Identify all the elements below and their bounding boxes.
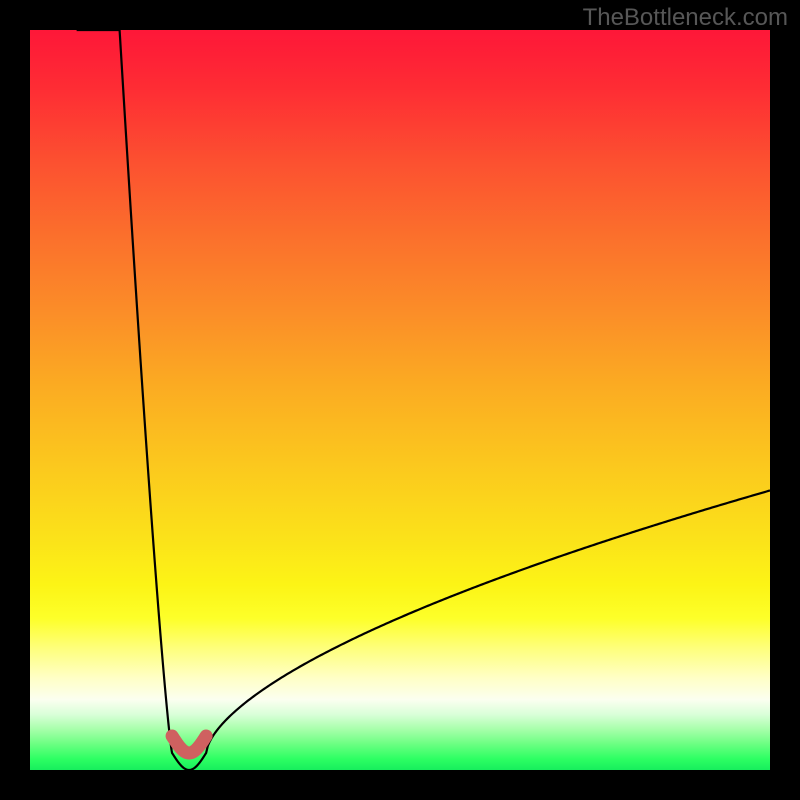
bottleneck-chart: TheBottleneck.com bbox=[0, 0, 800, 800]
watermark-text: TheBottleneck.com bbox=[583, 4, 788, 32]
gradient-background bbox=[30, 30, 770, 770]
plot-svg bbox=[30, 30, 770, 770]
plot-area bbox=[30, 30, 770, 770]
